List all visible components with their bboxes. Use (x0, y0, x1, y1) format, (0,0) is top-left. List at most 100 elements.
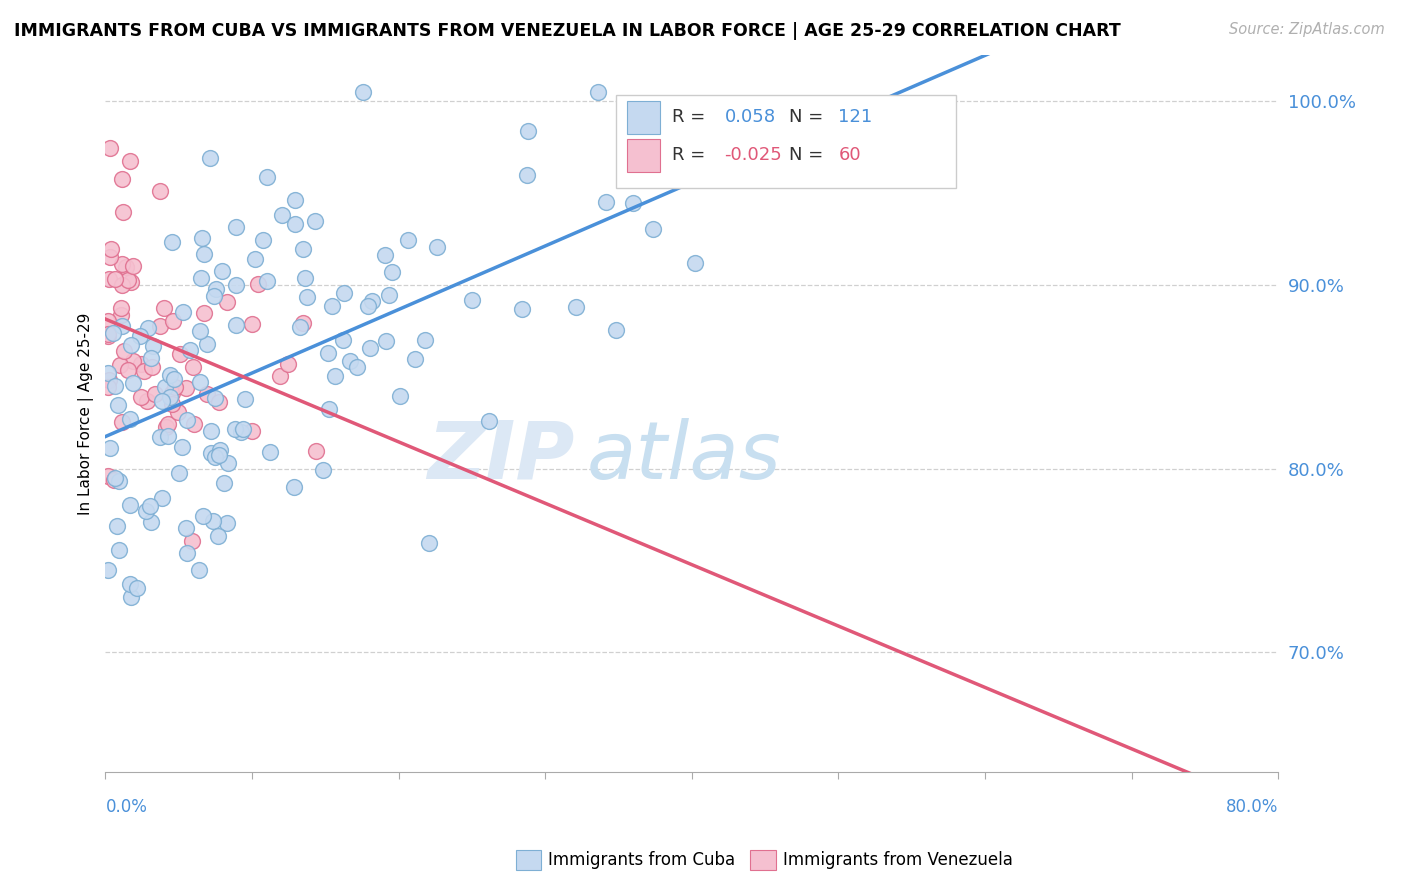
Point (765, 161, 787, 175)
Point (160, 235, 183, 249)
Point (396, 234, 419, 248)
Point (389, 389, 412, 403)
Point (305, 443, 328, 458)
Point (97, 326, 120, 341)
Point (332, 333, 354, 347)
Point (169, 347, 191, 361)
Point (683, 255, 706, 269)
Point (621, 196, 644, 211)
Point (277, 357, 299, 371)
Point (136, 321, 159, 335)
Point (215, 294, 238, 309)
Point (292, 243, 315, 257)
Point (297, 290, 319, 304)
Point (104, 379, 127, 393)
Y-axis label: In Labor Force | Age 25-29: In Labor Force | Age 25-29 (79, 312, 94, 515)
Point (110, 301, 132, 315)
Point (212, 475, 235, 490)
Point (202, 289, 225, 303)
Point (157, 417, 180, 432)
Point (135, 504, 157, 518)
Text: Source: ZipAtlas.com: Source: ZipAtlas.com (1229, 22, 1385, 37)
Point (381, 265, 404, 279)
Point (170, 440, 193, 454)
Point (318, 402, 340, 417)
Point (120, 498, 142, 512)
Point (202, 514, 225, 528)
Point (120, 577, 142, 591)
Point (165, 379, 187, 393)
Point (169, 466, 191, 480)
Point (97, 314, 120, 328)
Point (141, 360, 163, 375)
Point (183, 417, 205, 431)
Point (159, 368, 181, 383)
Point (478, 413, 501, 427)
FancyBboxPatch shape (616, 95, 956, 187)
Point (100, 243, 122, 257)
Point (461, 293, 484, 308)
Point (294, 271, 316, 285)
Point (174, 521, 197, 535)
Point (155, 420, 177, 434)
Point (225, 278, 247, 293)
Point (190, 271, 212, 285)
Bar (516, 850, 541, 870)
Point (153, 380, 176, 394)
Point (288, 319, 311, 334)
Text: N =: N = (789, 146, 830, 164)
Point (204, 450, 226, 465)
Point (160, 397, 183, 411)
Point (198, 151, 221, 165)
Text: N =: N = (789, 109, 830, 127)
Point (112, 343, 135, 358)
Text: atlas: atlas (586, 417, 780, 496)
Point (120, 338, 142, 352)
Text: R =: R = (672, 109, 711, 127)
Point (316, 345, 339, 359)
Point (360, 293, 382, 308)
Text: 0.058: 0.058 (724, 109, 776, 127)
Point (312, 463, 335, 477)
Point (193, 509, 215, 524)
Point (181, 360, 204, 375)
Point (252, 234, 274, 248)
Point (204, 391, 226, 405)
Point (374, 334, 396, 349)
Point (176, 546, 198, 560)
Point (188, 563, 211, 577)
Point (136, 393, 159, 408)
Point (149, 430, 172, 444)
Point (378, 288, 401, 302)
Point (149, 184, 172, 198)
Point (510, 301, 533, 316)
Point (111, 415, 134, 429)
Point (98, 442, 121, 456)
Point (217, 516, 239, 530)
Point (208, 394, 231, 409)
Point (110, 308, 132, 322)
Point (205, 282, 228, 296)
Point (108, 542, 131, 557)
Point (150, 394, 173, 409)
Point (172, 305, 194, 319)
Point (259, 445, 281, 459)
Point (188, 375, 211, 389)
Point (195, 387, 218, 401)
Point (284, 217, 307, 231)
Point (98, 251, 121, 265)
Point (243, 252, 266, 267)
Point (118, 412, 141, 426)
Point (231, 425, 253, 439)
Point (339, 354, 361, 368)
Point (357, 299, 380, 313)
Point (200, 424, 222, 438)
Text: ZIP: ZIP (427, 417, 575, 496)
Point (141, 351, 163, 365)
Point (605, 323, 627, 337)
Point (97, 380, 120, 394)
Point (269, 368, 291, 383)
Point (207, 529, 229, 543)
FancyBboxPatch shape (627, 102, 659, 134)
Point (352, 85, 374, 99)
